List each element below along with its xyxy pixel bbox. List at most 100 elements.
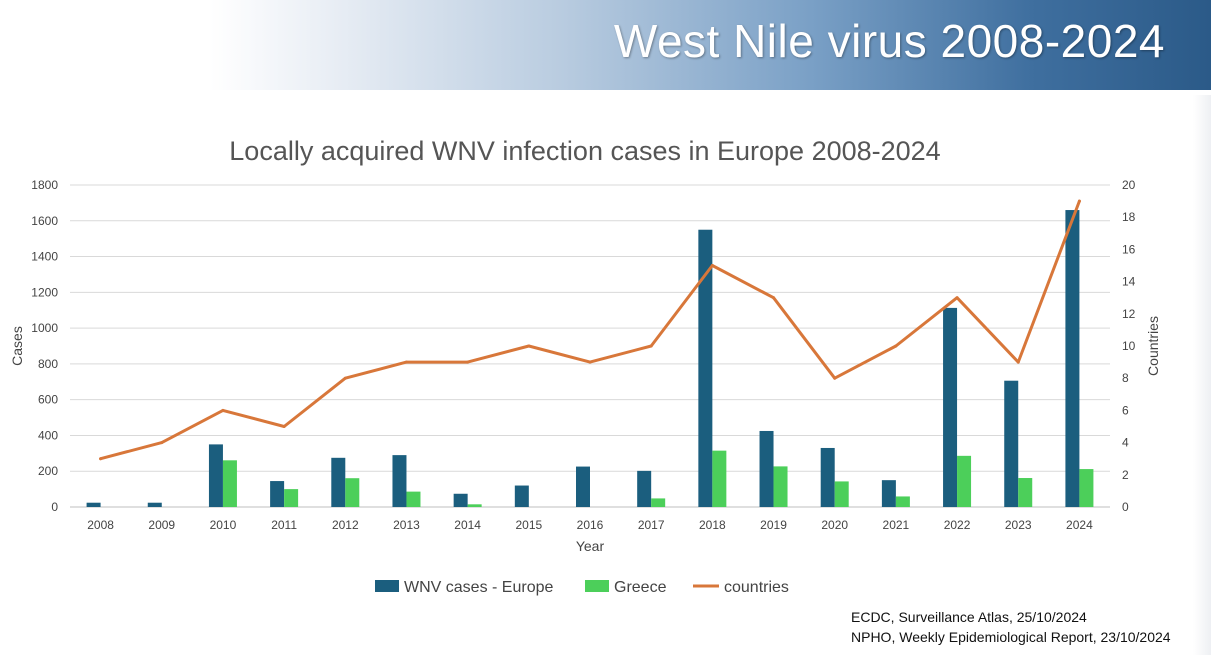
- source-npho: NPHO, Weekly Epidemiological Report, 23/…: [851, 629, 1171, 645]
- legend-swatch-wnv-cases---europe: [375, 580, 399, 592]
- point-countries-2013: [404, 360, 408, 364]
- bar-europe-2012: [331, 457, 346, 507]
- x-tick-label: 2015: [515, 518, 542, 532]
- y2-tick-label: 12: [1122, 307, 1136, 321]
- bar-europe-2020: [820, 447, 835, 507]
- y-tick-label: 1000: [31, 321, 58, 335]
- bar-europe-2010: [208, 444, 223, 507]
- legend-label: countries: [724, 579, 789, 596]
- point-countries-2009: [160, 441, 164, 445]
- x-tick-label: 2017: [638, 518, 665, 532]
- y2-tick-label: 10: [1122, 339, 1136, 353]
- chart-title: Locally acquired WNV infection cases in …: [229, 136, 940, 166]
- point-countries-2011: [282, 425, 286, 428]
- point-countries-2022: [955, 296, 959, 300]
- y-tick-label: 1800: [31, 178, 58, 192]
- source-ecdc: ECDC, Surveillance Atlas, 25/10/2024: [851, 609, 1087, 625]
- point-countries-2018: [710, 264, 714, 267]
- bar-europe-2013: [392, 455, 407, 507]
- bar-europe-2008: [86, 502, 101, 507]
- point-countries-2017: [649, 344, 653, 348]
- y2-tick-label: 14: [1122, 275, 1136, 289]
- x-tick-label: 2014: [454, 518, 481, 532]
- y2-tick-label: 18: [1122, 210, 1136, 224]
- x-axis-title: Year: [576, 538, 605, 554]
- x-tick-label: 2009: [148, 518, 175, 532]
- line-countries: [99, 199, 1081, 461]
- y-tick-label: 400: [38, 428, 58, 442]
- y2-tick-label: 2: [1122, 468, 1129, 482]
- slide-edge-shade: [1193, 95, 1211, 655]
- point-countries-2015: [527, 344, 531, 348]
- legend-label: WNV cases - Europe: [404, 579, 553, 596]
- bar-greece-2019: [773, 466, 788, 507]
- bar-greece-2023: [1018, 478, 1033, 507]
- bar-europe-2022: [943, 307, 958, 507]
- bar-europe-2021: [881, 480, 896, 507]
- y2-tick-label: 16: [1122, 242, 1136, 256]
- x-tick-label: 2013: [393, 518, 420, 532]
- point-countries-2023: [1016, 360, 1020, 364]
- point-countries-2008: [99, 457, 103, 461]
- x-tick-label: 2011: [271, 518, 297, 532]
- bar-greece-2024: [1079, 469, 1094, 507]
- bar-europe-2009: [147, 502, 162, 507]
- x-tick-label: 2008: [87, 518, 114, 532]
- bar-europe-2023: [1004, 380, 1019, 507]
- point-countries-2021: [894, 344, 898, 348]
- x-tick-label: 2016: [577, 518, 604, 532]
- bar-greece-2014: [467, 504, 482, 507]
- bar-europe-2018: [698, 229, 713, 507]
- bar-greece-2011: [284, 489, 299, 507]
- bar-greece-2017: [651, 498, 666, 507]
- y-tick-label: 200: [38, 464, 58, 478]
- x-tick-label: 2022: [944, 518, 971, 532]
- y-tick-label: 0: [51, 500, 58, 514]
- legend-label: Greece: [614, 579, 667, 596]
- point-countries-2016: [588, 360, 592, 364]
- title-banner: West Nile virus 2008-2024: [210, 0, 1211, 90]
- legend-swatch-greece: [585, 580, 609, 592]
- bar-greece-2010: [222, 460, 237, 507]
- x-tick-label: 2010: [210, 518, 237, 532]
- x-tick-label: 2023: [1005, 518, 1032, 532]
- y-tick-label: 1600: [31, 214, 58, 228]
- slide-title: West Nile virus 2008-2024: [613, 15, 1165, 67]
- y-axis-title: Cases: [9, 326, 25, 366]
- x-tick-label: 2020: [821, 518, 848, 532]
- point-countries-2019: [772, 296, 776, 300]
- x-tick-label: 2018: [699, 518, 726, 532]
- y-tick-label: 1400: [31, 250, 58, 264]
- point-countries-2010: [221, 408, 225, 412]
- y2-tick-label: 6: [1122, 403, 1129, 417]
- bar-greece-2018: [712, 450, 727, 507]
- bar-europe-2017: [637, 470, 652, 507]
- bar-europe-2011: [270, 481, 285, 507]
- y-tick-label: 600: [38, 393, 58, 407]
- y2-tick-label: 4: [1122, 436, 1129, 450]
- bar-europe-2014: [453, 493, 468, 507]
- point-countries-2024: [1077, 199, 1081, 203]
- bar-europe-2024: [1065, 210, 1080, 508]
- y2-tick-label: 0: [1122, 500, 1129, 514]
- y-tick-label: 800: [38, 357, 58, 371]
- point-countries-2012: [343, 376, 347, 380]
- bar-greece-2022: [957, 455, 972, 507]
- x-tick-label: 2019: [760, 518, 787, 532]
- bar-greece-2020: [834, 481, 849, 507]
- y2-tick-label: 20: [1122, 178, 1136, 192]
- y-tick-label: 1200: [31, 285, 58, 299]
- bar-europe-2015: [514, 485, 529, 507]
- x-tick-label: 2024: [1066, 518, 1093, 532]
- point-countries-2020: [833, 376, 837, 380]
- y2-axis-title: Countries: [1145, 316, 1161, 376]
- bar-europe-2019: [759, 430, 774, 507]
- bar-greece-2021: [895, 496, 910, 507]
- x-tick-label: 2021: [883, 518, 910, 532]
- bar-greece-2012: [345, 478, 360, 507]
- point-countries-2014: [466, 360, 470, 364]
- bar-europe-2016: [576, 466, 590, 507]
- y2-tick-label: 8: [1122, 371, 1129, 385]
- x-tick-label: 2012: [332, 518, 359, 532]
